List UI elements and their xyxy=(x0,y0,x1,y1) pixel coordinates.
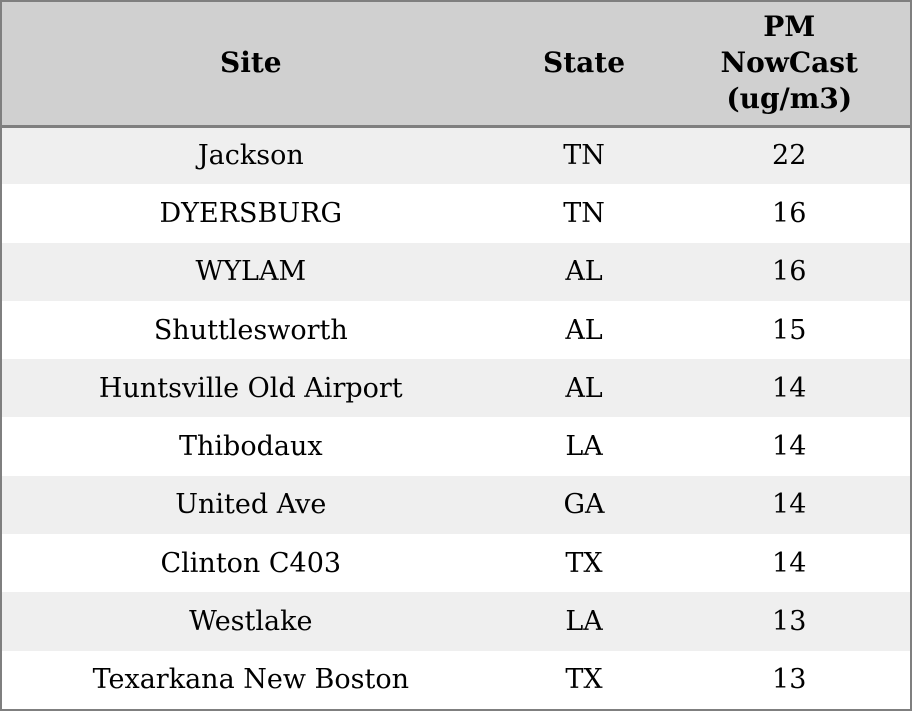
table-cell-pm_nowcast: 13 xyxy=(772,664,807,696)
column-header-pm-nowcast-label: PM NowCast (ug/m3) xyxy=(720,9,858,116)
table-cell-site: Jackson xyxy=(197,140,304,172)
table-cell-site: DYERSBURG xyxy=(159,197,343,229)
table-cell-state: TX xyxy=(565,664,603,696)
table-cell-pm_nowcast: 13 xyxy=(772,606,807,638)
table-row: DYERSBURG TN 16 xyxy=(2,184,910,243)
table-row: Jackson TN 22 xyxy=(2,126,910,185)
table-cell-site: Texarkana New Boston xyxy=(92,664,409,696)
table-cell-pm_nowcast: 22 xyxy=(772,140,807,172)
table-cell-pm_nowcast: 16 xyxy=(772,197,807,229)
table-cell-pm_nowcast: 14 xyxy=(772,372,807,404)
column-header-state: State xyxy=(499,2,669,128)
table-cell-pm_nowcast: 16 xyxy=(772,256,807,288)
table-cell-site: Huntsville Old Airport xyxy=(98,372,403,404)
table-cell-state: TX xyxy=(565,547,603,579)
table-row: Texarkana New Boston TX 13 xyxy=(2,650,910,709)
table-cell-site: Clinton C403 xyxy=(160,547,342,579)
table-cell-state: LA xyxy=(565,431,603,463)
table-row: Shuttlesworth AL 15 xyxy=(2,300,910,360)
table-row: Thibodaux LA 14 xyxy=(2,417,910,476)
table-cell-site: Westlake xyxy=(189,606,313,638)
column-header-pm-nowcast: PM NowCast (ug/m3) xyxy=(668,2,910,128)
table-cell-state: AL xyxy=(565,256,603,288)
table-row: Westlake LA 13 xyxy=(2,592,910,651)
header-row: Site State PM NowCast (ug/m3) xyxy=(2,2,910,128)
table-row: Huntsville Old Airport AL 14 xyxy=(2,359,910,418)
table-cell-state: TN xyxy=(563,140,605,172)
column-header-site: Site xyxy=(2,2,500,128)
table-cell-site: Thibodaux xyxy=(179,431,323,463)
table-cell-state: AL xyxy=(565,314,603,346)
table-cell-state: TN xyxy=(563,197,605,229)
table-row: United Ave GA 14 xyxy=(2,475,910,535)
table-cell-pm_nowcast: 14 xyxy=(772,431,807,463)
table-cell-site: WYLAM xyxy=(195,256,307,288)
table-cell-state: LA xyxy=(565,606,603,638)
table-row: Clinton C403 TX 14 xyxy=(2,534,910,593)
table-cell-pm_nowcast: 15 xyxy=(772,314,807,346)
column-header-state-label: State xyxy=(543,46,626,80)
table-header: Site State PM NowCast (ug/m3) xyxy=(2,2,910,128)
table-body: Jackson TN 22 DYERSBURG TN 16 WYLAM AL 16 Shuttle… xyxy=(2,126,910,709)
table-cell-state: AL xyxy=(565,372,603,404)
table-cell-state: GA xyxy=(563,489,605,521)
table-row: WYLAM AL 16 xyxy=(2,242,910,301)
table-cell-pm_nowcast: 14 xyxy=(772,547,807,579)
table-cell-site: Shuttlesworth xyxy=(153,314,348,346)
table-cell-pm_nowcast: 14 xyxy=(772,489,807,521)
column-header-site-label: Site xyxy=(219,46,282,80)
table-cell-site: United Ave xyxy=(175,489,327,521)
